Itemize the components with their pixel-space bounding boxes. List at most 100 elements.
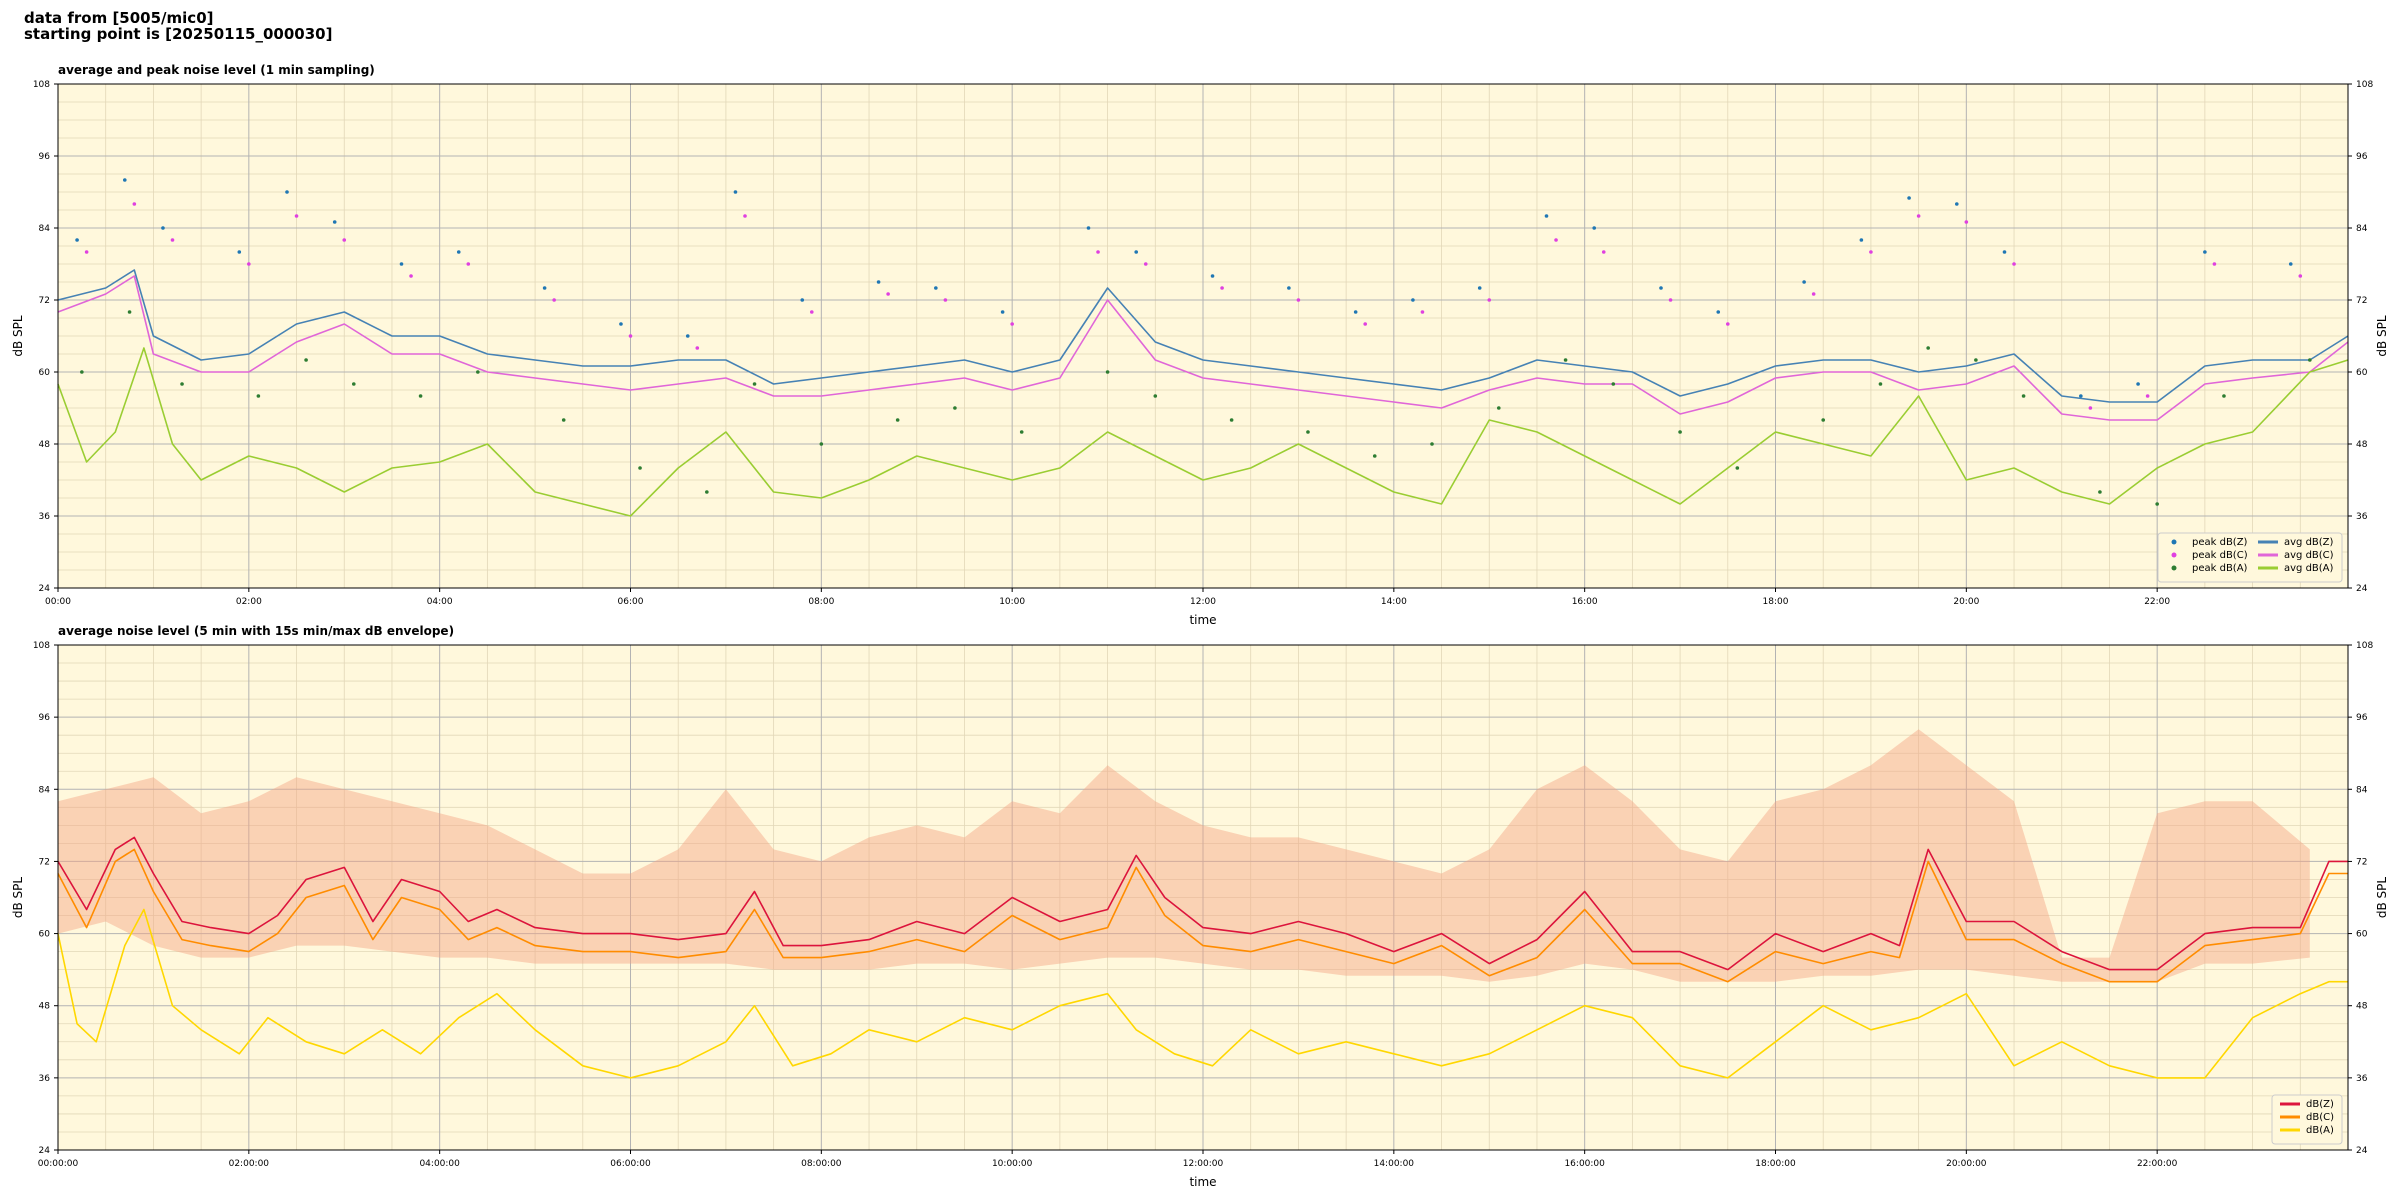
- y-tick-label-right: 60: [2356, 368, 2368, 378]
- point-peak-db-c: [1916, 214, 1921, 218]
- point-peak-db-z: [1411, 298, 1415, 302]
- x-tick-label: 14:00:00: [1374, 1159, 1415, 1169]
- point-peak-db-z: [934, 286, 938, 290]
- point-peak-db-a: [1372, 454, 1377, 458]
- y-tick-label: 84: [39, 224, 51, 234]
- line-avg-db-z: [57, 269, 2349, 403]
- y-tick-label: 72: [39, 857, 50, 867]
- point-peak-db-c: [2012, 262, 2016, 266]
- point-peak-db-a: [638, 466, 642, 470]
- y-tick-label: 48: [39, 1002, 51, 1012]
- x-tick-label: 22:00:00: [2137, 1159, 2178, 1169]
- legend-entry: dB(C): [2306, 1112, 2334, 1123]
- x-tick-label: 00:00:00: [38, 1159, 79, 1169]
- point-peak-db-c: [1096, 250, 1100, 254]
- point-peak-db-a: [256, 394, 261, 398]
- legend-entry: peak dB(A): [2192, 563, 2248, 574]
- point-peak-db-c: [466, 262, 471, 266]
- y-tick-label: 48: [39, 440, 51, 450]
- point-peak-db-c: [1363, 322, 1368, 326]
- point-peak-db-c: [2145, 394, 2150, 398]
- point-peak-db-a: [2308, 358, 2312, 362]
- chart-average-peak: 24 24 36 36 48 48 60 60 72 72 84 84 96 96 108 108 00:00 0…: [11, 63, 2389, 627]
- point-peak-db-a: [1496, 406, 1501, 410]
- point-peak-db-a: [1306, 430, 1310, 434]
- point-peak-db-a: [1735, 466, 1740, 470]
- y-tick-label-right: 48: [2356, 1002, 2368, 1012]
- point-peak-db-z: [332, 220, 337, 224]
- point-peak-db-z: [75, 238, 79, 242]
- point-peak-db-z: [733, 190, 738, 194]
- point-peak-db-c: [695, 346, 700, 350]
- y-tick-label: 24: [39, 584, 51, 594]
- point-peak-db-z: [1659, 286, 1663, 290]
- point-peak-db-c: [943, 298, 948, 302]
- point-peak-db-c: [1143, 262, 1148, 266]
- y-axis-label-right: dB SPL: [2375, 877, 2389, 919]
- point-peak-db-z: [2136, 382, 2140, 386]
- point-peak-db-z: [399, 262, 404, 266]
- point-peak-db-z: [1086, 226, 1091, 230]
- point-peak-db-z: [800, 298, 805, 302]
- y-tick-label: 60: [39, 368, 51, 378]
- x-tick-label: 16:00:00: [1564, 1159, 1605, 1169]
- point-peak-db-a: [752, 382, 757, 386]
- point-peak-db-a: [1678, 430, 1682, 434]
- line-db-c: [57, 848, 2348, 983]
- y-tick-label: 24: [39, 1146, 51, 1156]
- point-peak-db-z: [1210, 274, 1215, 278]
- y-tick-label-right: 72: [2356, 857, 2367, 867]
- point-peak-db-z: [2079, 394, 2083, 398]
- x-tick-label: 14:00: [1381, 597, 1407, 607]
- point-peak-db-c: [247, 262, 251, 266]
- point-peak-db-z: [1134, 250, 1139, 254]
- point-peak-db-a: [304, 358, 308, 362]
- point-peak-db-z: [1802, 280, 1806, 284]
- x-tick-label: 04:00:00: [419, 1159, 460, 1169]
- x-tick-label: 08:00: [808, 597, 834, 607]
- point-peak-db-c: [1869, 250, 1873, 254]
- x-tick-label: 02:00:00: [229, 1159, 270, 1169]
- y-tick-label: 84: [39, 785, 51, 795]
- point-peak-db-a: [1563, 358, 1568, 362]
- legend-box: [2271, 1094, 2343, 1145]
- point-peak-db-a: [2155, 502, 2159, 506]
- point-peak-db-c: [1420, 310, 1425, 314]
- y-tick-label-right: 60: [2356, 930, 2368, 940]
- legend-marker: [2171, 539, 2177, 545]
- point-peak-db-c: [552, 298, 556, 302]
- point-peak-db-a: [1153, 394, 1158, 398]
- point-peak-db-z: [1716, 310, 1721, 314]
- x-tick-label: 20:00: [1953, 597, 1979, 607]
- x-axis-label: time: [1189, 613, 1216, 627]
- point-peak-db-a: [80, 370, 84, 374]
- point-peak-db-a: [1019, 430, 1024, 434]
- legend-entry: dB(A): [2306, 1125, 2334, 1136]
- y-axis-label-right: dB SPL: [2375, 315, 2389, 357]
- point-peak-db-a: [2021, 394, 2026, 398]
- point-peak-db-z: [685, 334, 690, 338]
- point-peak-db-a: [1105, 370, 1110, 374]
- x-tick-label: 06:00: [618, 597, 644, 607]
- x-tick-label: 06:00:00: [610, 1159, 651, 1169]
- x-tick-label: 12:00:00: [1183, 1159, 1224, 1169]
- point-peak-db-c: [1964, 220, 1969, 224]
- legend-entry: peak dB(C): [2192, 550, 2248, 561]
- point-peak-db-a: [476, 370, 480, 374]
- point-peak-db-a: [1229, 418, 1234, 422]
- point-peak-db-c: [409, 274, 413, 278]
- point-peak-db-c: [628, 334, 633, 338]
- legend-entry: avg dB(A): [2284, 563, 2334, 574]
- point-peak-db-c: [1668, 298, 1673, 302]
- point-peak-db-c: [1220, 286, 1224, 290]
- legend-entry: avg dB(C): [2284, 550, 2334, 561]
- point-peak-db-z: [542, 286, 547, 290]
- y-tick-label-right: 108: [2356, 80, 2373, 90]
- y-tick-label-right: 24: [2356, 584, 2368, 594]
- y-tick-label-right: 96: [2356, 152, 2368, 162]
- point-peak-db-c: [886, 292, 890, 296]
- point-peak-db-z: [2288, 262, 2293, 266]
- y-tick-label-right: 108: [2356, 641, 2373, 651]
- point-peak-db-c: [2088, 406, 2093, 410]
- data-source-label: data from [5005/mic0]: [24, 9, 214, 27]
